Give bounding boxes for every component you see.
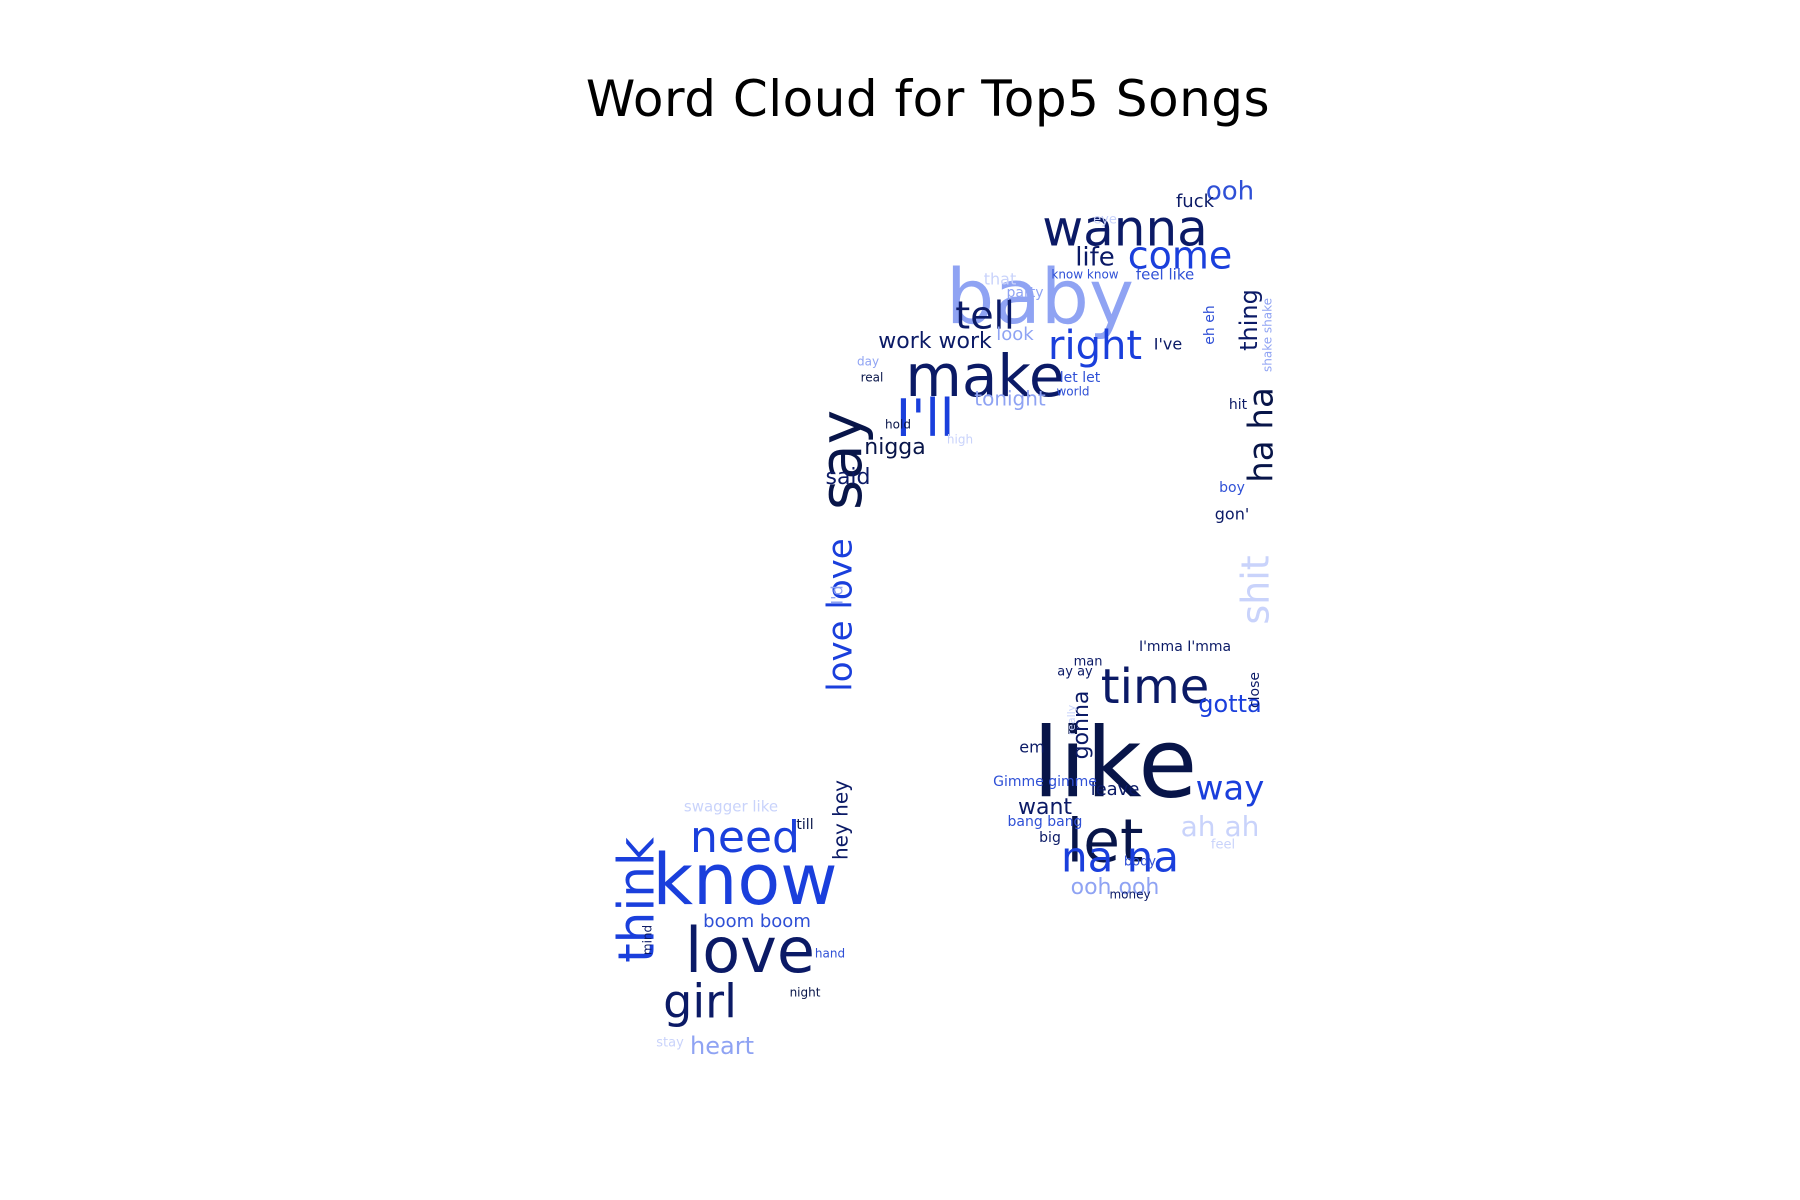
cloud-word: feel — [1211, 838, 1235, 853]
cloud-word: ay ay — [1057, 665, 1093, 680]
cloud-word: high — [947, 433, 973, 447]
cloud-word: come — [1128, 234, 1233, 278]
cloud-word: till — [796, 817, 813, 833]
cloud-word: heart — [690, 1032, 754, 1060]
cloud-word: that — [984, 270, 1017, 289]
cloud-word: na na — [1061, 833, 1179, 882]
cloud-word: ooh — [1206, 177, 1254, 207]
cloud-word: time — [1101, 659, 1209, 715]
cloud-word: tell — [955, 294, 1014, 338]
cloud-word: gon' — [1215, 505, 1249, 524]
cloud-word: I'mma I'mma — [1139, 639, 1231, 655]
cloud-word: want — [1018, 795, 1072, 820]
cloud-word: make — [905, 342, 1064, 410]
cloud-word: hand — [815, 947, 845, 961]
cloud-word: know know — [1051, 268, 1118, 282]
cloud-word: hit — [1229, 397, 1248, 413]
cloud-word: say — [807, 410, 875, 510]
cloud-word: shit — [1234, 555, 1278, 624]
cloud-word: life — [1075, 243, 1115, 273]
cloud-word: eh eh — [1202, 305, 1218, 344]
cloud-word: I've — [1154, 335, 1182, 354]
cloud-word: night — [790, 986, 821, 1000]
cloud-word: wanna — [1042, 200, 1208, 258]
cloud-word: really — [1065, 704, 1078, 735]
cloud-word: love — [685, 914, 815, 987]
cloud-word: world — [1056, 385, 1089, 399]
cloud-word: said — [825, 465, 870, 490]
cloud-word: right — [1048, 323, 1142, 369]
cloud-word: real — [861, 371, 884, 385]
cloud-word: thing — [1235, 289, 1263, 351]
cloud-word: love love — [821, 538, 861, 691]
cloud-word: boom boom — [703, 911, 811, 932]
cloud-word: leave — [1091, 779, 1140, 800]
cloud-word: nigga — [864, 435, 925, 460]
cloud-word: Gimme gimme — [993, 774, 1097, 790]
cloud-word: work work — [878, 329, 992, 354]
cloud-word: think — [608, 837, 666, 963]
cloud-word: party — [1007, 285, 1044, 301]
cloud-word: feel like — [1136, 266, 1194, 284]
cloud-word: let — [1066, 807, 1143, 877]
cloud-word: ooh ooh — [1071, 875, 1160, 900]
chart-title: Word Cloud for Top5 Songs — [585, 70, 1271, 128]
cloud-word: need — [690, 812, 800, 863]
cloud-word: way — [1196, 769, 1265, 809]
cloud-word: ha ha — [1242, 387, 1282, 483]
cloud-word: look — [996, 324, 1034, 345]
cloud-word: day — [857, 355, 879, 369]
cloud-word: ah ah — [1181, 810, 1260, 843]
cloud-word: fuck — [1176, 191, 1215, 212]
cloud-word: gonna — [1069, 691, 1094, 760]
cloud-word: girl — [663, 975, 737, 1029]
cloud-word: money — [1109, 888, 1150, 902]
cloud-word: mind — [641, 925, 655, 955]
cloud-word: let let — [1060, 370, 1101, 386]
cloud-word: hey hey — [829, 780, 853, 860]
cloud-word: know — [653, 839, 838, 921]
cloud-word: boy — [1219, 480, 1245, 496]
cloud-word: hold — [885, 418, 911, 432]
cloud-word: man — [1074, 655, 1103, 670]
cloud-word: like — [1033, 707, 1198, 819]
cloud-word: I'll — [896, 389, 955, 449]
cloud-word: close — [1247, 672, 1263, 708]
cloud-word: bang bang — [1008, 814, 1083, 830]
cloud-word: swagger like — [684, 798, 778, 816]
cloud-word: shake shake — [1261, 298, 1275, 372]
cloud-word: body — [1124, 855, 1156, 870]
cloud-word: eye — [1093, 213, 1117, 228]
cloud-word: tonight — [974, 387, 1046, 411]
cloud-word: I'd — [828, 585, 847, 604]
cloud-word: gotta — [1198, 690, 1261, 718]
cloud-word: em — [1019, 738, 1044, 757]
cloud-word: baby — [946, 252, 1134, 341]
cloud-word: stay — [656, 1036, 684, 1051]
cloud-word: big — [1039, 830, 1061, 846]
